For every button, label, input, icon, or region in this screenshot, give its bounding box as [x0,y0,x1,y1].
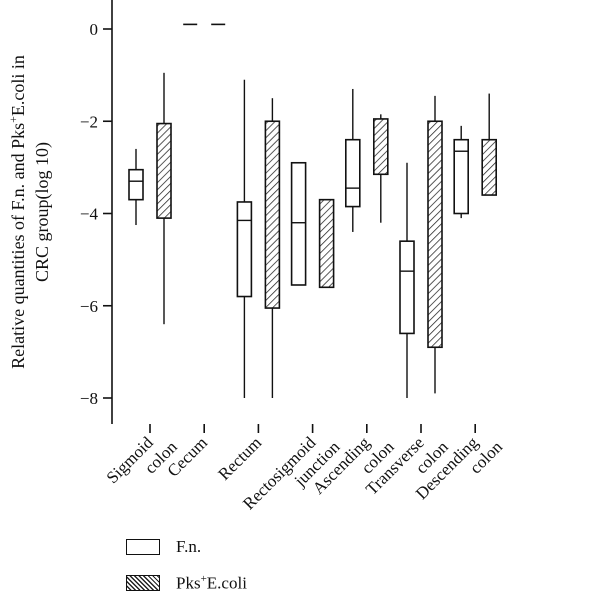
x-tick-label-line: Rectum [214,433,265,484]
y-axis-title-line1-tail: E.coli in [8,55,28,116]
box-body [128,168,144,201]
box-body [264,120,281,309]
y-axis-title-line1: Relative quantities of F.n. and Pks [8,123,28,369]
box-body [156,122,172,219]
y-axis: 0 −2 −4 −6 −8 [80,0,113,424]
box-pks [318,198,335,289]
box-pks [372,114,389,223]
box-body [453,138,470,215]
box-pks [481,93,498,196]
y-tick-label: 0 [90,20,99,39]
legend-item-pks: Pks+E.coli [126,571,247,595]
box-body [481,138,498,196]
x-tick-label: Rectum [214,433,265,484]
box-series [128,23,498,398]
legend-item-fn: F.n. [126,535,247,559]
legend-swatch-hatched [126,575,160,591]
box-fn [344,88,361,232]
box-pks [156,72,172,325]
y-tick-label: −4 [80,205,99,224]
box-body [427,120,443,349]
y-tick-label: −6 [80,297,98,316]
box-fn [399,162,415,398]
y-axis-title-superscript: + [6,116,20,123]
legend: F.n. Pks+E.coli [126,535,247,607]
box-pks [427,95,443,394]
box-fn [128,148,144,226]
box-body [290,161,307,286]
box-body [236,201,253,298]
legend-swatch-open [126,539,160,555]
legend-label-pks: Pks+E.coli [176,572,247,593]
box-body [318,198,335,289]
legend-label-fn: F.n. [176,537,202,556]
box-fn [236,79,253,398]
y-tick-label: −2 [80,112,98,131]
box-pks [264,98,281,398]
y-tick-label: −8 [80,389,98,408]
box-body [372,118,389,176]
box-body [344,138,361,208]
box-fn [290,161,307,286]
box-body [399,240,415,335]
y-axis-title-line2: CRC group(log 10) [32,142,53,282]
box-fn [453,125,470,219]
y-axis-title: Relative quantities of F.n. and Pks+E.co… [6,55,53,369]
